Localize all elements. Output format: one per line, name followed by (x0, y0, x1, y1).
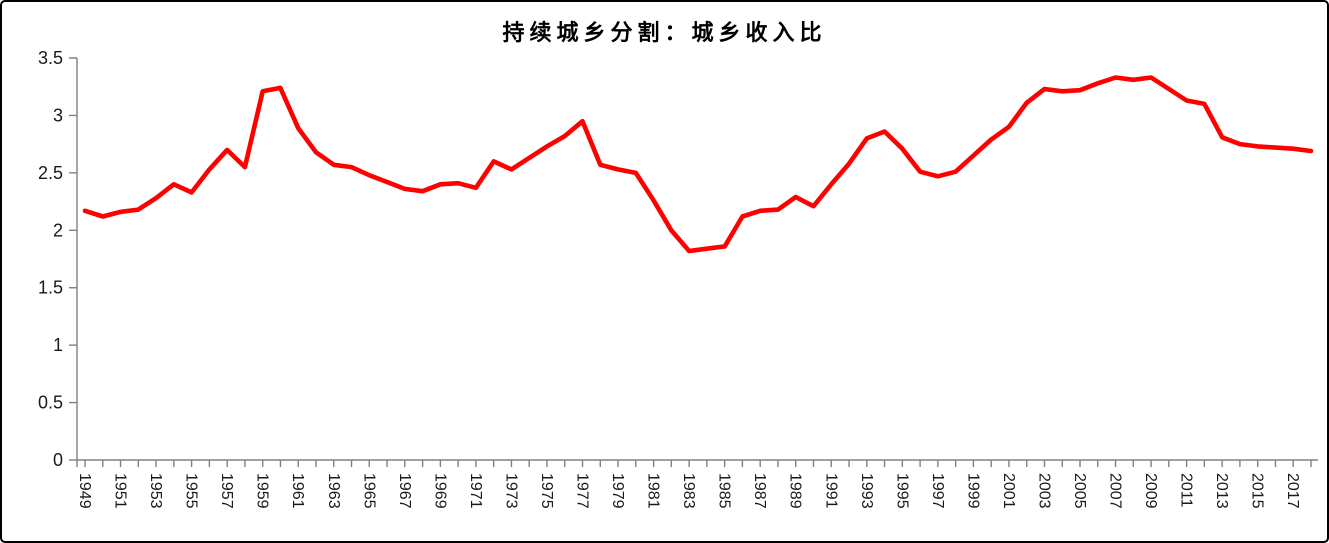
x-tick-label: 1969 (431, 473, 448, 509)
y-tick-label: 0 (53, 450, 63, 470)
x-tick-label: 1993 (858, 473, 875, 509)
x-tick-label: 2003 (1035, 473, 1052, 509)
x-tick-label: 2005 (1071, 473, 1088, 509)
x-tick-label: 1953 (147, 473, 164, 509)
x-tick-label: 1989 (787, 473, 804, 509)
x-tick-label: 1959 (254, 473, 271, 509)
x-tick-label: 2017 (1284, 473, 1301, 509)
x-tick-label: 2015 (1249, 473, 1266, 509)
x-tick-label: 1977 (574, 473, 591, 509)
x-tick-label: 1991 (822, 473, 839, 509)
y-tick-label: 3 (53, 105, 63, 125)
x-tick-label: 1951 (112, 473, 129, 509)
x-tick-label: 1973 (502, 473, 519, 509)
x-tick-label: 2011 (1178, 473, 1195, 508)
y-tick-label: 3.5 (38, 48, 63, 68)
x-tick-label: 1975 (538, 473, 555, 509)
y-tick-label: 2.5 (38, 163, 63, 183)
x-tick-label: 1955 (183, 473, 200, 509)
chart-title: 持续城乡分割：城乡收入比 (502, 20, 827, 45)
y-tick-label: 1.5 (38, 278, 63, 298)
x-tick-label: 2007 (1107, 473, 1124, 509)
x-tick-label: 1985 (716, 473, 733, 509)
x-tick-label: 2001 (1000, 473, 1017, 509)
x-tick-label: 1987 (751, 473, 768, 509)
x-tick-label: 2009 (1142, 473, 1159, 509)
x-tick-label: 1963 (325, 473, 342, 509)
data-series-line (82, 75, 1314, 254)
x-tick-label: 1961 (289, 473, 306, 509)
y-tick-label: 1 (53, 335, 63, 355)
x-tick-label: 1949 (76, 473, 93, 509)
x-tick-label: 1995 (893, 473, 910, 509)
y-tick-label: 2 (53, 220, 63, 240)
y-tick-label: 0.5 (38, 393, 63, 413)
x-tick-label: 1999 (964, 473, 981, 509)
x-tick-label: 1971 (467, 473, 484, 509)
x-tick-label: 2013 (1213, 473, 1230, 509)
x-tick-label: 1965 (360, 473, 377, 509)
x-tick-label: 1967 (396, 473, 413, 509)
x-tick-label: 1981 (645, 473, 662, 509)
x-tick-label: 1997 (929, 473, 946, 509)
x-tick-label: 1979 (609, 473, 626, 509)
x-tick-label: 1957 (218, 473, 235, 509)
x-tick-label: 1983 (680, 473, 697, 509)
